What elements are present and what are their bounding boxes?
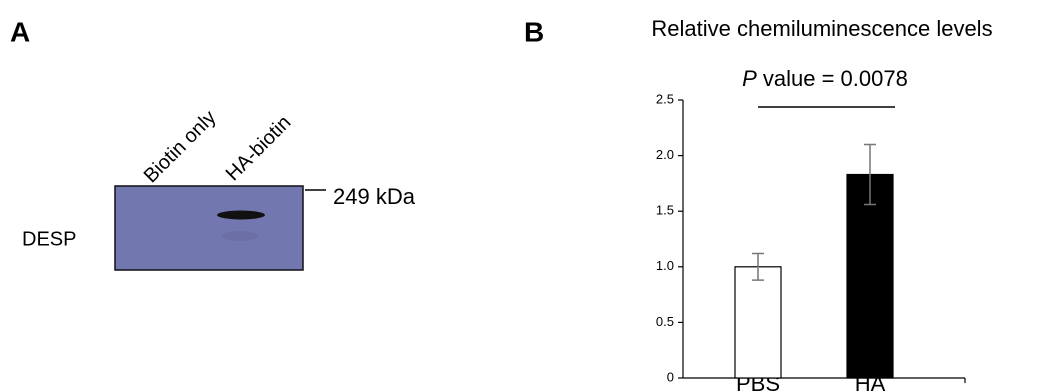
bar: [735, 267, 781, 378]
chart-title: Relative chemiluminescence levels: [651, 16, 992, 41]
figure: A Biotin only HA-biotin DESP 249 kDa B R…: [0, 0, 1051, 392]
y-tick-label: 1.5: [656, 203, 674, 218]
y-tick-label: 1.0: [656, 258, 674, 273]
blot-smear: [222, 231, 258, 241]
annotation-part: P: [742, 66, 757, 91]
panel-label: B: [524, 16, 544, 47]
marker-label: 249 kDa: [333, 184, 416, 209]
lane-label: Biotin only: [140, 106, 221, 187]
y-tick-label: 2.5: [656, 91, 674, 106]
y-tick-label: 0.5: [656, 314, 674, 329]
blot-band: [217, 211, 265, 220]
row-label: DESP: [22, 228, 76, 250]
lane-label: HA-biotin: [222, 112, 296, 186]
annotation-part: value = 0.0078: [763, 66, 908, 91]
y-tick-label: 0: [667, 369, 674, 384]
y-tick-label: 2.0: [656, 147, 674, 162]
panel-label: A: [10, 16, 30, 47]
blot: [115, 186, 303, 270]
